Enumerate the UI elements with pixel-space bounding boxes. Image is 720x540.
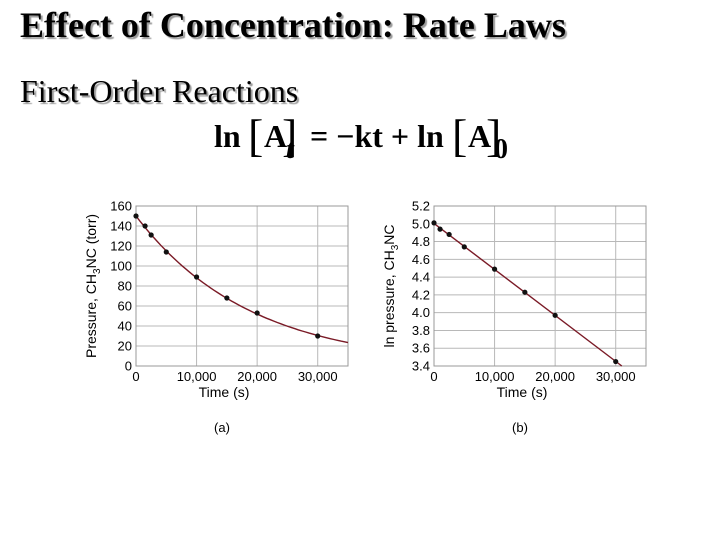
y-tick-label: 160 xyxy=(110,199,132,214)
y-tick-label: 100 xyxy=(110,259,132,274)
plot-frame xyxy=(135,205,349,367)
y-axis-label: Pressure, CH3NC (torr) xyxy=(83,214,103,358)
data-point xyxy=(142,223,148,229)
equation-bracket-close-left: ] xyxy=(282,110,298,161)
panel-label: (b) xyxy=(512,420,528,435)
equation-A-right: A xyxy=(468,118,492,154)
y-tick-label: 20 xyxy=(118,339,132,354)
y-axis-label-subscript: 3 xyxy=(92,268,103,274)
x-tick-label: 0 xyxy=(430,369,437,384)
x-tick-label: 10,000 xyxy=(177,369,217,384)
data-point xyxy=(613,358,619,365)
y-tick-label: 5.2 xyxy=(412,199,430,214)
data-point xyxy=(552,312,558,318)
data-point xyxy=(224,295,230,301)
y-axis-label-part: ln pressure, CH xyxy=(381,250,397,347)
y-tick-label: 4.2 xyxy=(412,287,430,302)
equation-bracket-open-left: [ xyxy=(248,110,264,161)
equation-ln-left: ln xyxy=(214,118,241,154)
panel-label: (a) xyxy=(214,420,230,435)
equation-bracket-open-right: [ xyxy=(452,110,468,161)
y-tick-label: 40 xyxy=(118,319,132,334)
y-tick-label: 0 xyxy=(125,359,132,374)
y-tick-label: 4.8 xyxy=(412,234,430,249)
y-tick-label: 80 xyxy=(118,279,132,294)
data-point xyxy=(431,220,437,226)
y-tick-label: 120 xyxy=(110,239,132,254)
equation-A-left: A xyxy=(264,118,288,154)
x-tick-label: 10,000 xyxy=(475,369,515,384)
equation-subscript-0: 0 xyxy=(494,134,508,165)
data-point xyxy=(461,244,467,250)
y-axis-label-subscript: 3 xyxy=(390,244,401,250)
y-tick-label: 4.4 xyxy=(412,270,430,285)
plot-frame xyxy=(433,205,647,367)
y-axis-label-part: NC xyxy=(381,224,397,244)
data-point xyxy=(163,249,169,255)
y-tick-label: 60 xyxy=(118,299,132,314)
data-point xyxy=(315,333,321,339)
y-tick-label: 3.6 xyxy=(412,341,430,356)
data-point xyxy=(133,213,139,219)
fit-curve xyxy=(135,215,349,344)
chart-panel-1: 3.4 3.6 3.8 4.0 4.2 4.4 4.6 4.8 5.0 5.2 0 10,000 20,… xyxy=(381,199,647,435)
x-axis-label: Time (s) xyxy=(497,384,548,400)
data-point xyxy=(193,274,200,280)
y-tick-label: 4.6 xyxy=(412,252,430,267)
figure-panels: 0 20 40 60 80 100 120 140 160 0 10,000 20,000 30,000… xyxy=(80,190,680,445)
data-point xyxy=(148,232,154,238)
y-tick-label: 5.0 xyxy=(412,216,430,231)
x-tick-label: 30,000 xyxy=(596,369,636,384)
y-tick-label: 3.4 xyxy=(412,359,430,374)
x-tick-label: 20,000 xyxy=(237,369,277,384)
y-axis-label: ln pressure, CH3NC xyxy=(381,224,401,347)
data-point xyxy=(446,231,452,238)
equation-middle: = −kt + ln xyxy=(310,118,444,154)
data-point xyxy=(437,226,443,232)
equation-subscript-t: t xyxy=(286,134,294,165)
data-point xyxy=(254,310,260,316)
data-point xyxy=(491,266,498,272)
y-tick-label: 3.8 xyxy=(412,323,430,338)
y-axis-label-part: Pressure, CH xyxy=(83,274,99,358)
slide-subtitle: First-Order Reactions xyxy=(20,73,299,109)
slide-title: Effect of Concentration: Rate Laws xyxy=(20,5,566,45)
data-point xyxy=(522,289,528,295)
y-tick-label: 140 xyxy=(110,219,132,234)
x-axis-label: Time (s) xyxy=(199,384,250,400)
y-axis-label-part: NC (torr) xyxy=(83,214,99,268)
x-tick-label: 20,000 xyxy=(535,369,575,384)
equation-bracket-close-right: ] xyxy=(486,110,502,161)
x-tick-label: 30,000 xyxy=(298,369,338,384)
x-tick-label: 0 xyxy=(132,369,139,384)
y-tick-label: 4.0 xyxy=(412,305,430,320)
